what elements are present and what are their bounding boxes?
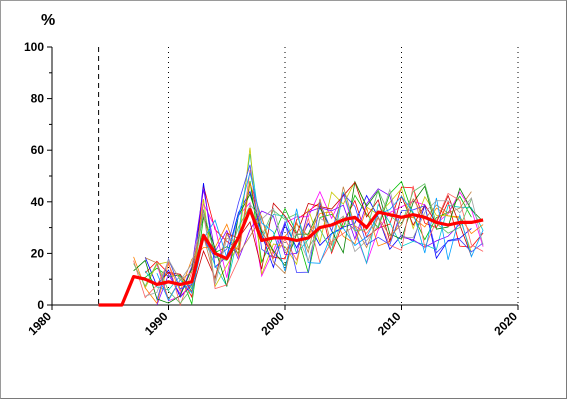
series-line-6 [133,183,484,305]
y-tick-label-80: 80 [31,92,45,106]
x-tick-label-2000: 2000 [258,309,287,338]
mean-series [98,207,484,307]
mean-line [98,207,484,307]
x-tick-labels: 1980 1990 2000 2010 2020 [25,305,520,338]
y-tick-label-40: 40 [31,195,45,209]
y-tick-label-100: 100 [24,40,44,54]
y-tick-label-60: 60 [31,143,45,157]
series-line-11 [156,164,484,301]
x-tick-label-1980: 1980 [25,309,54,338]
series-line-9 [133,180,484,304]
x-tick-label-2010: 2010 [375,309,404,338]
series-line-8 [156,188,472,306]
y-tick-labels: 0 20 40 60 80 100 [24,40,52,312]
x-tick-label-1990: 1990 [142,309,171,338]
y-unit-label: % [41,12,55,29]
series-line-15 [156,172,484,302]
series-line-16 [145,188,484,297]
axes [51,47,518,306]
individual-series [133,147,484,307]
y-tick-label-0: 0 [37,298,44,312]
x-tick-label-2020: 2020 [491,309,520,338]
y-tick-label-20: 20 [31,246,45,260]
